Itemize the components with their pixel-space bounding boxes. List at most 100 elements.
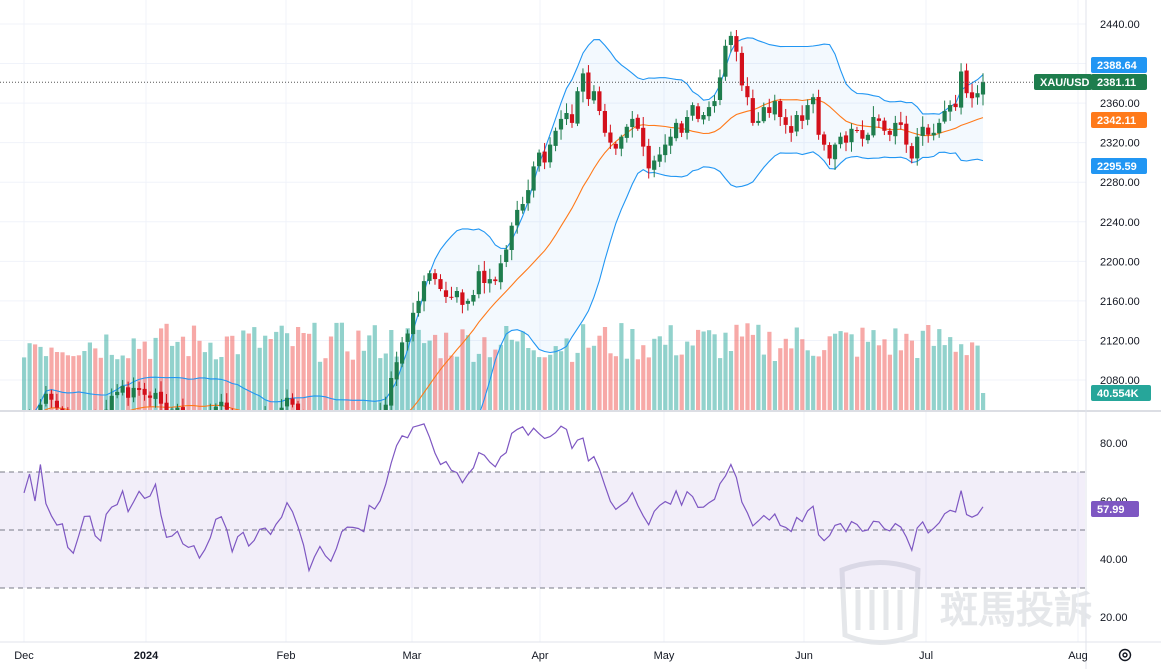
candle: [340, 416, 344, 442]
volume-bar: [761, 354, 766, 410]
volume-bar: [433, 334, 438, 410]
candle: [82, 413, 86, 439]
candle: [471, 289, 476, 306]
volume-bar: [87, 342, 92, 410]
volume-bar: [860, 327, 865, 410]
volume-bar: [290, 346, 295, 410]
candle: [761, 102, 766, 124]
volume-bar: [833, 333, 838, 410]
price-tick-label: 2160.00: [1100, 296, 1140, 308]
candle: [893, 115, 898, 145]
volume-bar: [657, 336, 662, 410]
candle: [411, 302, 416, 342]
candle: [295, 400, 301, 410]
volume-bar: [296, 327, 301, 410]
candle: [668, 128, 673, 154]
candle: [734, 29, 739, 62]
candle: [258, 413, 262, 427]
candle: [394, 351, 399, 386]
candle: [290, 393, 295, 408]
candle: [915, 128, 920, 166]
volume-bar: [476, 353, 481, 410]
candle: [520, 196, 525, 214]
candle: [887, 128, 892, 142]
bollinger-lines: [35, 37, 984, 410]
candle: [49, 389, 54, 408]
volume-bar: [981, 393, 986, 410]
candle: [772, 94, 777, 121]
volume-bar: [756, 324, 761, 410]
candle: [739, 46, 744, 92]
candle: [548, 137, 553, 168]
candle: [619, 134, 624, 157]
volume-bar: [378, 358, 383, 410]
volume-bar: [279, 325, 284, 410]
volume-bar: [712, 334, 717, 410]
volume-bar: [827, 336, 832, 410]
svg-text:2342.11: 2342.11: [1097, 115, 1136, 127]
volume-bar: [175, 341, 180, 410]
volume-bar: [202, 352, 207, 410]
candle: [197, 418, 201, 441]
volume-bar: [728, 351, 734, 410]
volume-bar: [93, 348, 98, 410]
candle: [443, 281, 449, 303]
volume-bar: [482, 337, 487, 410]
candle: [591, 85, 596, 104]
candle: [975, 85, 980, 105]
price-tick-label: 2120.00: [1100, 335, 1140, 347]
candle: [405, 329, 410, 351]
candle: [980, 73, 986, 106]
candle: [465, 298, 470, 311]
volume-bar: [422, 343, 427, 410]
volume-bar: [723, 332, 728, 410]
volume-bar: [575, 352, 580, 410]
volume-bar: [427, 340, 432, 410]
candle: [937, 118, 942, 138]
volume-bar: [449, 355, 454, 410]
volume-bar: [411, 329, 416, 410]
candle: [147, 391, 153, 407]
volume-bar: [301, 333, 306, 410]
volume-bar: [186, 356, 191, 410]
volume-bar: [285, 333, 290, 410]
settings-gear-icon[interactable]: [1118, 648, 1132, 662]
candle: [657, 146, 662, 168]
candle: [33, 411, 37, 425]
candle: [356, 421, 360, 442]
candle: [109, 388, 114, 410]
volume-bar: [909, 340, 914, 410]
candle: [180, 398, 185, 410]
volume-bar: [257, 347, 262, 410]
volume-bar: [350, 359, 355, 410]
candle: [542, 142, 547, 170]
volume-bar: [246, 333, 251, 410]
volume-bar: [641, 345, 646, 410]
time-tick-label: May: [654, 650, 675, 662]
candle: [247, 413, 251, 432]
candle: [832, 142, 838, 170]
volume-bar: [948, 337, 953, 410]
candle: [717, 69, 723, 106]
candlesticks: [28, 29, 986, 442]
volume-bar: [372, 325, 377, 410]
candle: [695, 103, 701, 123]
candle: [701, 111, 706, 125]
volume-bar: [920, 330, 925, 410]
rsi-tick-label: 20.00: [1100, 612, 1128, 624]
volume-bar: [383, 353, 388, 410]
volume-bar: [224, 336, 229, 410]
volume-bar: [153, 337, 158, 410]
volume-bar: [307, 333, 312, 410]
volume-bar: [602, 327, 608, 410]
candle: [142, 382, 147, 401]
volume-bar: [71, 356, 76, 410]
volume-bar: [454, 356, 460, 410]
candle: [564, 103, 569, 125]
volume-bar: [696, 329, 701, 410]
candle: [959, 63, 964, 115]
candle: [367, 418, 371, 442]
volume-bar: [975, 345, 980, 410]
volume-bar: [734, 324, 739, 410]
